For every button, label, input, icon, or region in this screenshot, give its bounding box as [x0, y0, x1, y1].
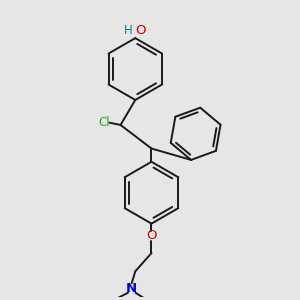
- Text: N: N: [126, 282, 137, 295]
- Text: O: O: [146, 230, 157, 242]
- Text: O: O: [136, 24, 146, 37]
- Text: H: H: [124, 24, 133, 37]
- Text: Cl: Cl: [98, 116, 110, 128]
